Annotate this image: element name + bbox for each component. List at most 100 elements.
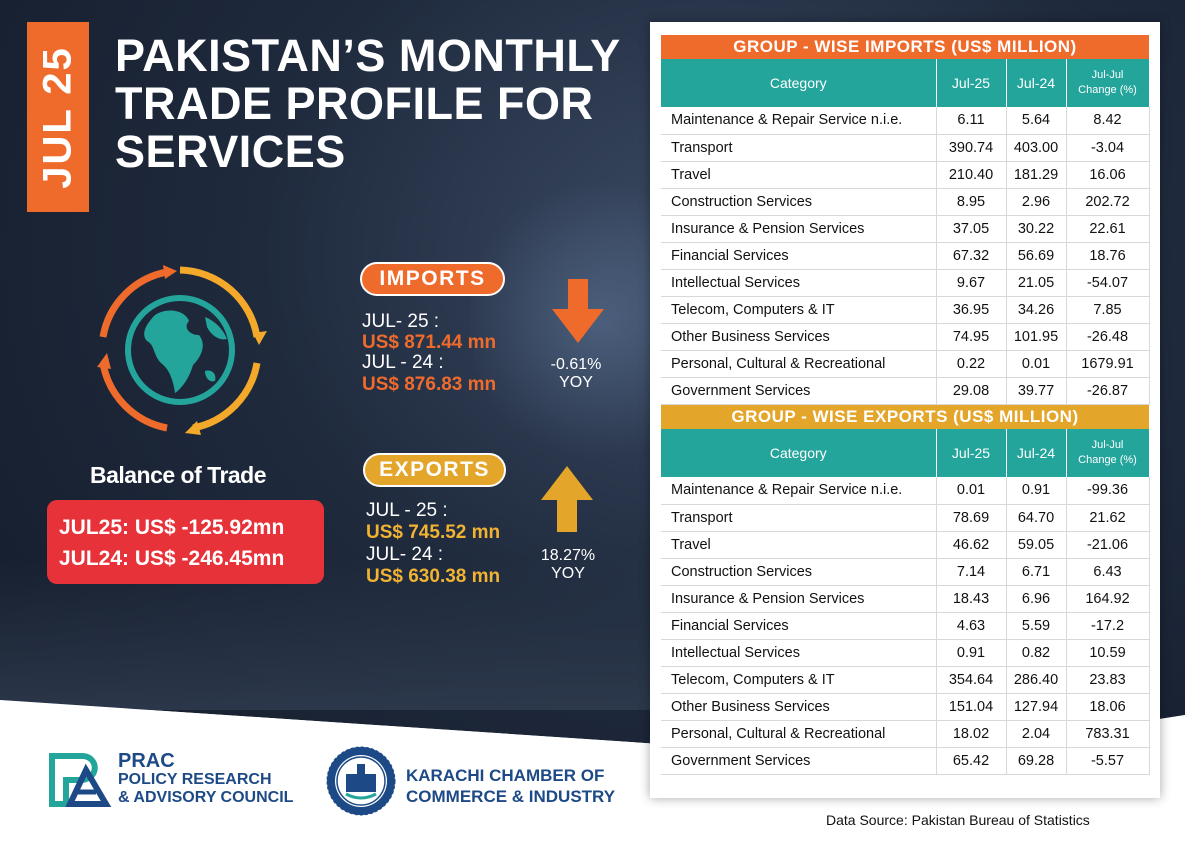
column-header-jul25: Jul-25 bbox=[936, 429, 1007, 477]
jul25-cell: 78.69 bbox=[936, 504, 1007, 532]
balance-line-jul25: JUL25: US$ -125.92mn bbox=[59, 516, 285, 539]
arrow-down-icon bbox=[552, 279, 604, 343]
column-header-change-line2: Change (%) bbox=[1078, 454, 1137, 466]
category-cell: Intellectual Services bbox=[661, 639, 937, 667]
jul25-cell: 18.43 bbox=[936, 585, 1007, 613]
exports-table-heading: GROUP - WISE EXPORTS (US$ MILLION) bbox=[661, 405, 1149, 429]
column-header-change: Jul-Jul Change (%) bbox=[1066, 59, 1150, 107]
page-title: PAKISTAN’S MONTHLY TRADE PROFILE FOR SER… bbox=[115, 30, 620, 177]
category-cell: Financial Services bbox=[661, 612, 937, 640]
table-row: Insurance & Pension Services 18.43 6.96 164… bbox=[661, 585, 1150, 613]
jul24-cell: 30.22 bbox=[1006, 215, 1067, 243]
column-header-category: Category bbox=[661, 429, 937, 477]
category-cell: Telecom, Computers & IT bbox=[661, 666, 937, 694]
column-header-change-line1: Jul-Jul bbox=[1091, 439, 1124, 451]
jul25-cell: 151.04 bbox=[936, 693, 1007, 721]
jul24-cell: 2.96 bbox=[1006, 188, 1067, 216]
category-cell: Telecom, Computers & IT bbox=[661, 296, 937, 324]
imports-table-header: Category Jul-25 Jul-24 Jul-Jul Change (%… bbox=[661, 59, 1150, 107]
kcci-name: KARACHI CHAMBER OF COMMERCE & INDUSTRY bbox=[406, 765, 615, 807]
table-row: Maintenance & Repair Service n.i.e. 0.01 0… bbox=[661, 477, 1150, 505]
jul24-cell: 101.95 bbox=[1006, 323, 1067, 351]
jul25-cell: 18.02 bbox=[936, 720, 1007, 748]
table-row: Transport 390.74 403.00 -3.04 bbox=[661, 134, 1150, 162]
change-cell: 8.42 bbox=[1066, 107, 1150, 135]
imports-yoy: -0.61% YOY bbox=[538, 356, 614, 392]
jul24-cell: 6.96 bbox=[1006, 585, 1067, 613]
jul24-cell: 0.01 bbox=[1006, 350, 1067, 378]
column-header-jul24: Jul-24 bbox=[1006, 59, 1067, 107]
change-cell: 21.62 bbox=[1066, 504, 1150, 532]
table-row: Other Business Services 151.04 127.94 18.06 bbox=[661, 693, 1150, 721]
column-header-change-line2: Change (%) bbox=[1078, 84, 1137, 96]
jul24-cell: 5.59 bbox=[1006, 612, 1067, 640]
imports-current-label: JUL- 25 : bbox=[362, 311, 440, 332]
jul24-cell: 0.91 bbox=[1006, 477, 1067, 505]
imports-change: -0.61% bbox=[550, 356, 602, 373]
category-cell: Personal, Cultural & Recreational bbox=[661, 720, 937, 748]
category-cell: Personal, Cultural & Recreational bbox=[661, 350, 937, 378]
category-cell: Insurance & Pension Services bbox=[661, 585, 937, 613]
table-row: Intellectual Services 0.91 0.82 10.59 bbox=[661, 639, 1150, 667]
column-header-change: Jul-Jul Change (%) bbox=[1066, 429, 1150, 477]
balance-of-trade-title: Balance of Trade bbox=[89, 462, 267, 488]
jul24-cell: 59.05 bbox=[1006, 531, 1067, 559]
exports-table-header: Category Jul-25 Jul-24 Jul-Jul Change (%… bbox=[661, 429, 1150, 477]
jul25-cell: 8.95 bbox=[936, 188, 1007, 216]
table-row: Personal, Cultural & Recreational 18.02 2.… bbox=[661, 720, 1150, 748]
change-cell: 6.43 bbox=[1066, 558, 1150, 586]
jul24-cell: 286.40 bbox=[1006, 666, 1067, 694]
jul24-cell: 69.28 bbox=[1006, 747, 1067, 775]
prac-title: PRAC bbox=[118, 750, 175, 772]
change-cell: 18.06 bbox=[1066, 693, 1150, 721]
change-cell: -21.06 bbox=[1066, 531, 1150, 559]
jul25-cell: 354.64 bbox=[936, 666, 1007, 694]
globe-trade-icon bbox=[85, 255, 275, 445]
category-cell: Insurance & Pension Services bbox=[661, 215, 937, 243]
category-cell: Construction Services bbox=[661, 188, 937, 216]
table-row: Construction Services 7.14 6.71 6.43 bbox=[661, 558, 1150, 586]
jul25-cell: 0.91 bbox=[936, 639, 1007, 667]
jul24-cell: 34.26 bbox=[1006, 296, 1067, 324]
category-cell: Transport bbox=[661, 504, 937, 532]
change-cell: 23.83 bbox=[1066, 666, 1150, 694]
category-cell: Government Services bbox=[661, 377, 937, 405]
change-cell: -99.36 bbox=[1066, 477, 1150, 505]
exports-change: 18.27% bbox=[540, 547, 596, 564]
month-tab-label: JUL 25 bbox=[35, 45, 80, 189]
prac-subtitle: POLICY RESEARCH & ADVISORY COUNCIL bbox=[118, 771, 293, 807]
imports-change-unit: YOY bbox=[559, 374, 593, 391]
category-cell: Financial Services bbox=[661, 242, 937, 270]
category-cell: Travel bbox=[661, 531, 937, 559]
table-row: Maintenance & Repair Service n.i.e. 6.11 5… bbox=[661, 107, 1150, 135]
table-row: Telecom, Computers & IT 36.95 34.26 7.85 bbox=[661, 296, 1150, 324]
table-row: Insurance & Pension Services 37.05 30.22 22… bbox=[661, 215, 1150, 243]
imports-badge: IMPORTS bbox=[360, 262, 505, 296]
change-cell: 164.92 bbox=[1066, 585, 1150, 613]
background-band bbox=[0, 560, 660, 710]
change-cell: 18.76 bbox=[1066, 242, 1150, 270]
exports-change-unit: YOY bbox=[551, 565, 585, 582]
table-row: Travel 46.62 59.05 -21.06 bbox=[661, 531, 1150, 559]
exports-previous-label: JUL- 24 : bbox=[366, 544, 444, 565]
kcci-name-line1: KARACHI CHAMBER OF bbox=[406, 766, 605, 785]
jul25-cell: 210.40 bbox=[936, 161, 1007, 189]
category-cell: Travel bbox=[661, 161, 937, 189]
jul25-cell: 74.95 bbox=[936, 323, 1007, 351]
change-cell: 16.06 bbox=[1066, 161, 1150, 189]
jul25-cell: 46.62 bbox=[936, 531, 1007, 559]
jul24-cell: 2.04 bbox=[1006, 720, 1067, 748]
column-header-category: Category bbox=[661, 59, 937, 107]
change-cell: 202.72 bbox=[1066, 188, 1150, 216]
change-cell: -5.57 bbox=[1066, 747, 1150, 775]
imports-table: Category Jul-25 Jul-24 Jul-Jul Change (%… bbox=[661, 59, 1150, 405]
table-row: Government Services 29.08 39.77 -26.87 bbox=[661, 377, 1150, 405]
change-cell: -26.48 bbox=[1066, 323, 1150, 351]
table-row: Financial Services 4.63 5.59 -17.2 bbox=[661, 612, 1150, 640]
change-cell: -17.2 bbox=[1066, 612, 1150, 640]
change-cell: 7.85 bbox=[1066, 296, 1150, 324]
kcci-seal-icon bbox=[326, 746, 396, 816]
exports-table: Category Jul-25 Jul-24 Jul-Jul Change (%… bbox=[661, 429, 1150, 775]
jul25-cell: 67.32 bbox=[936, 242, 1007, 270]
category-cell: Other Business Services bbox=[661, 693, 937, 721]
